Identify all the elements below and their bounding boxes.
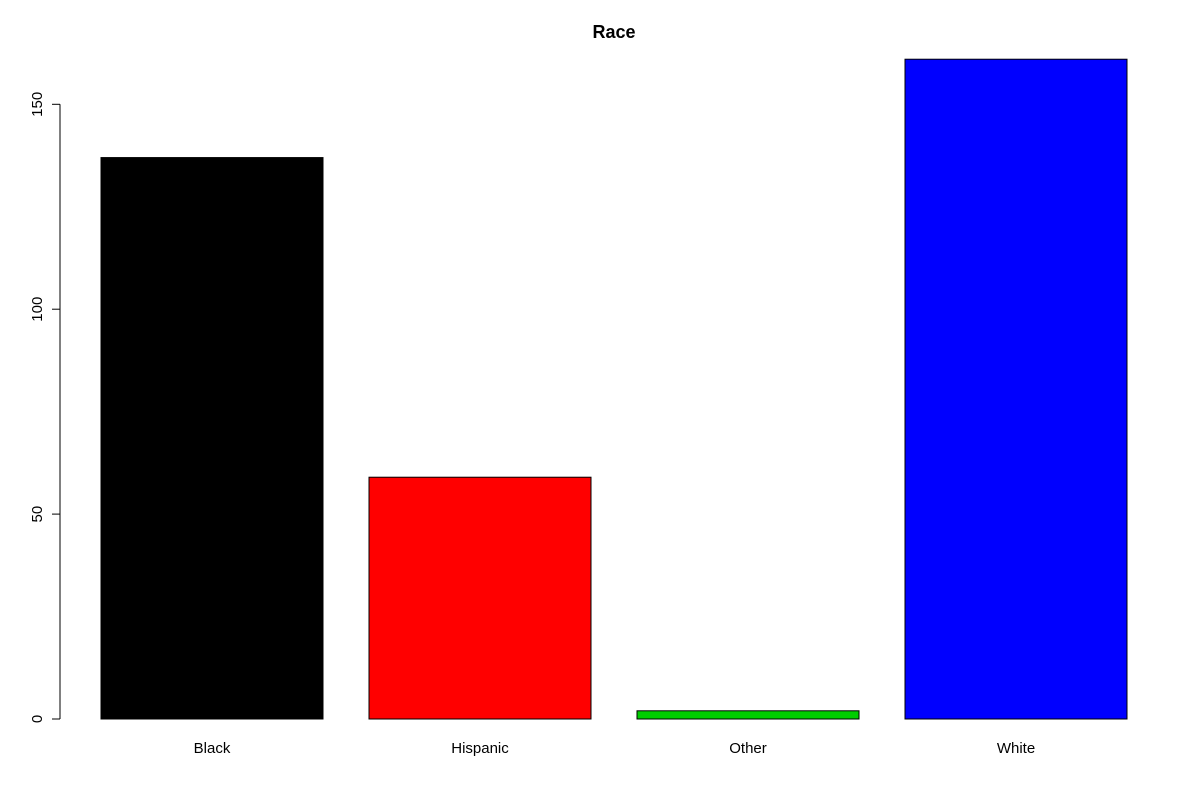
y-tick-label: 100 — [29, 297, 46, 322]
y-tick-label: 0 — [29, 715, 46, 723]
bar-group — [100, 58, 1128, 720]
y-tick-label: 50 — [29, 506, 46, 523]
x-category-label: Hispanic — [451, 740, 509, 757]
bar-hispanic — [368, 476, 592, 720]
bar-other — [636, 710, 860, 720]
y-tick-label: 150 — [29, 92, 46, 117]
x-axis-labels: Black Hispanic Other White — [194, 740, 1036, 757]
y-axis: 0 50 100 150 — [29, 92, 61, 723]
chart-title: Race — [592, 22, 635, 42]
bar-white — [904, 58, 1128, 720]
x-category-label: Other — [729, 740, 767, 757]
x-category-label: Black — [194, 740, 231, 757]
bar-black — [100, 157, 324, 720]
x-category-label: White — [997, 740, 1035, 757]
